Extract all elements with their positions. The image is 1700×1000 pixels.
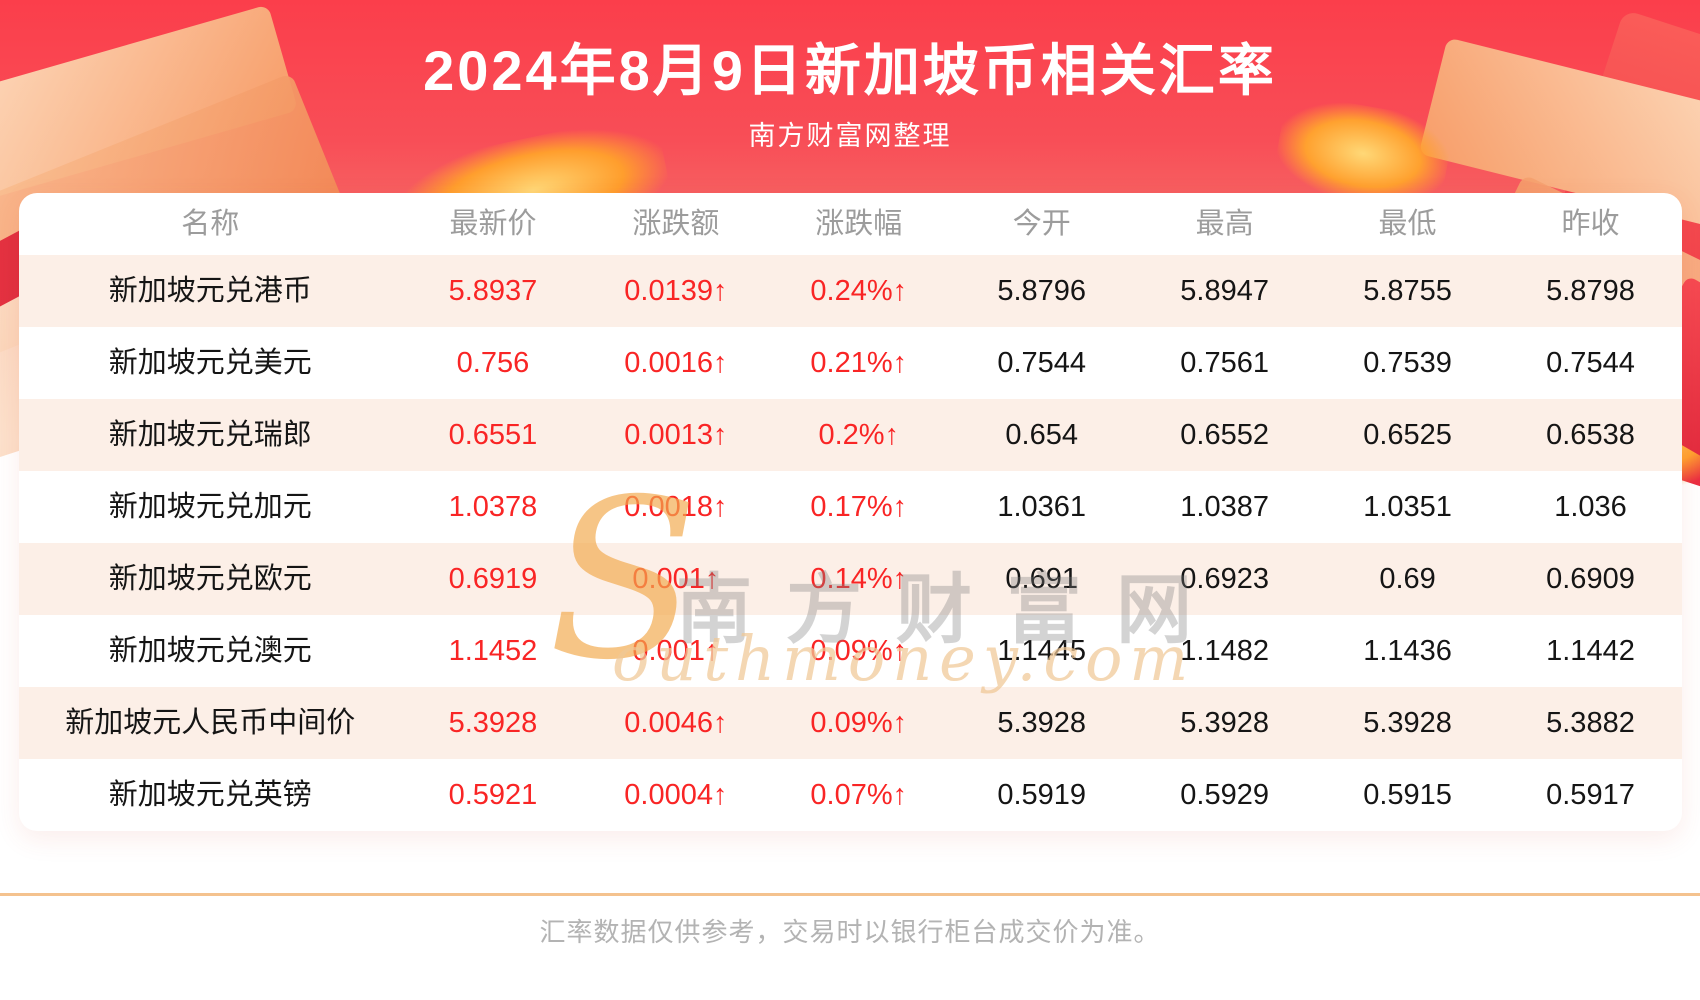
value-cell: 0.5919	[997, 778, 1087, 811]
pair-name-cell: 新加坡元人民币中间价	[65, 706, 356, 739]
value-cell: 0.0016↑	[624, 346, 728, 379]
value-cell: 5.8755	[1363, 274, 1452, 307]
value-cell: 0.7544	[997, 346, 1087, 379]
value-cell: 0.6923	[1180, 562, 1269, 595]
value-cell: 0.69	[1379, 562, 1436, 595]
table-row: 新加坡元兑英镑 0.5921 0.0004↑ 0.07%↑ 0.5919 0.5929 0.…	[19, 759, 1682, 831]
column-header-3: 涨跌额	[632, 207, 720, 240]
value-cell: 0.7539	[1363, 346, 1452, 379]
value-cell: 0.654	[1005, 418, 1078, 451]
pair-name-cell: 新加坡元兑瑞郎	[108, 418, 312, 451]
value-cell: 1.0387	[1180, 490, 1269, 523]
value-cell: 5.3928	[1363, 706, 1452, 739]
value-cell: 1.0361	[997, 490, 1087, 523]
table-row: 新加坡元兑澳元 1.1452 0.001↑ 0.09%↑ 1.1445 1.1482 1.1…	[19, 615, 1682, 687]
value-cell: 1.1436	[1363, 634, 1452, 667]
value-cell: 0.0018↑	[624, 490, 728, 523]
table-row: 新加坡元兑加元 1.0378 0.0018↑ 0.17%↑ 1.0361 1.0387 1.…	[19, 471, 1682, 543]
value-cell: 0.24%↑	[810, 274, 908, 307]
column-header-6: 最高	[1195, 207, 1254, 240]
value-cell: 0.09%↑	[810, 634, 908, 667]
table-row: 新加坡元兑美元 0.756 0.0016↑ 0.21%↑ 0.7544 0.7561 0.7…	[19, 327, 1682, 399]
value-cell: 1.0378	[448, 490, 538, 523]
pair-name-cell: 新加坡元兑加元	[108, 490, 312, 523]
value-cell: 5.8937	[448, 274, 538, 307]
value-cell: 5.3882	[1546, 706, 1635, 739]
value-cell: 0.0139↑	[624, 274, 728, 307]
value-cell: 5.8798	[1546, 274, 1635, 307]
value-cell: 1.0351	[1363, 490, 1452, 523]
value-cell: 0.001↑	[632, 562, 720, 595]
column-header-2: 最新价	[449, 207, 537, 240]
footer-divider	[0, 893, 1700, 896]
value-cell: 5.8796	[997, 274, 1087, 307]
table-row: 新加坡元兑欧元 0.6919 0.001↑ 0.14%↑ 0.691 0.6923 0.69…	[19, 543, 1682, 615]
column-header-8: 昨收	[1561, 207, 1620, 240]
pair-name-cell: 新加坡元兑港币	[108, 274, 312, 307]
value-cell: 0.5921	[448, 778, 538, 811]
value-cell: 1.1482	[1180, 634, 1269, 667]
value-cell: 0.001↑	[632, 634, 720, 667]
value-cell: 0.2%↑	[818, 418, 900, 451]
value-cell: 1.1445	[997, 634, 1087, 667]
value-cell: 0.5917	[1546, 778, 1635, 811]
disclaimer-text: 汇率数据仅供参考，交易时以银行柜台成交价为准。	[539, 917, 1161, 947]
pair-name-cell: 新加坡元兑欧元	[108, 562, 312, 595]
page-subtitle: 南方财富网整理	[748, 121, 952, 151]
column-header-1: 名称	[181, 207, 240, 240]
rates-table-card: 名称 最新价 涨跌额 涨跌幅 今开 最高 最低 昨收 新加坡元兑港币 5.8937 0.0139↑…	[19, 193, 1682, 831]
table-row: 新加坡元兑瑞郎 0.6551 0.0013↑ 0.2%↑ 0.654 0.6552 0.65…	[19, 399, 1682, 471]
column-header-5: 今开	[1012, 207, 1071, 240]
value-cell: 0.6552	[1180, 418, 1269, 451]
value-cell: 0.0013↑	[624, 418, 728, 451]
value-cell: 0.691	[1005, 562, 1078, 595]
table-header-row: 名称 最新价 涨跌额 涨跌幅 今开 最高 最低 昨收	[19, 193, 1682, 255]
value-cell: 0.14%↑	[810, 562, 908, 595]
value-cell: 0.6538	[1546, 418, 1635, 451]
value-cell: 1.1442	[1546, 634, 1635, 667]
table-row: 新加坡元兑港币 5.8937 0.0139↑ 0.24%↑ 5.8796 5.8947 5.…	[19, 255, 1682, 327]
value-cell: 0.6919	[448, 562, 538, 595]
value-cell: 5.3928	[448, 706, 538, 739]
value-cell: 0.5915	[1363, 778, 1452, 811]
value-cell: 0.7561	[1180, 346, 1269, 379]
value-cell: 0.21%↑	[810, 346, 908, 379]
table-body: 新加坡元兑港币 5.8937 0.0139↑ 0.24%↑ 5.8796 5.8947 5.…	[19, 255, 1682, 831]
value-cell: 0.0046↑	[624, 706, 728, 739]
value-cell: 5.8947	[1180, 274, 1269, 307]
value-cell: 0.6551	[448, 418, 538, 451]
value-cell: 0.09%↑	[810, 706, 908, 739]
value-cell: 5.3928	[997, 706, 1087, 739]
pair-name-cell: 新加坡元兑美元	[108, 346, 312, 379]
value-cell: 5.3928	[1180, 706, 1269, 739]
value-cell: 0.17%↑	[810, 490, 908, 523]
pair-name-cell: 新加坡元兑澳元	[108, 634, 312, 667]
page-title: 2024年8月9日新加坡币相关汇率	[423, 39, 1277, 102]
value-cell: 1.036	[1554, 490, 1627, 523]
value-cell: 0.6525	[1363, 418, 1452, 451]
pair-name-cell: 新加坡元兑英镑	[108, 778, 312, 811]
table-row: 新加坡元人民币中间价 5.3928 0.0046↑ 0.09%↑ 5.3928 5.392…	[19, 687, 1682, 759]
value-cell: 0.6909	[1546, 562, 1635, 595]
value-cell: 0.0004↑	[624, 778, 728, 811]
value-cell: 0.756	[456, 346, 530, 379]
column-header-7: 最低	[1378, 207, 1437, 240]
value-cell: 0.07%↑	[810, 778, 908, 811]
value-cell: 0.7544	[1546, 346, 1635, 379]
value-cell: 0.5929	[1180, 778, 1269, 811]
column-header-4: 涨跌幅	[815, 207, 903, 240]
value-cell: 1.1452	[448, 634, 538, 667]
